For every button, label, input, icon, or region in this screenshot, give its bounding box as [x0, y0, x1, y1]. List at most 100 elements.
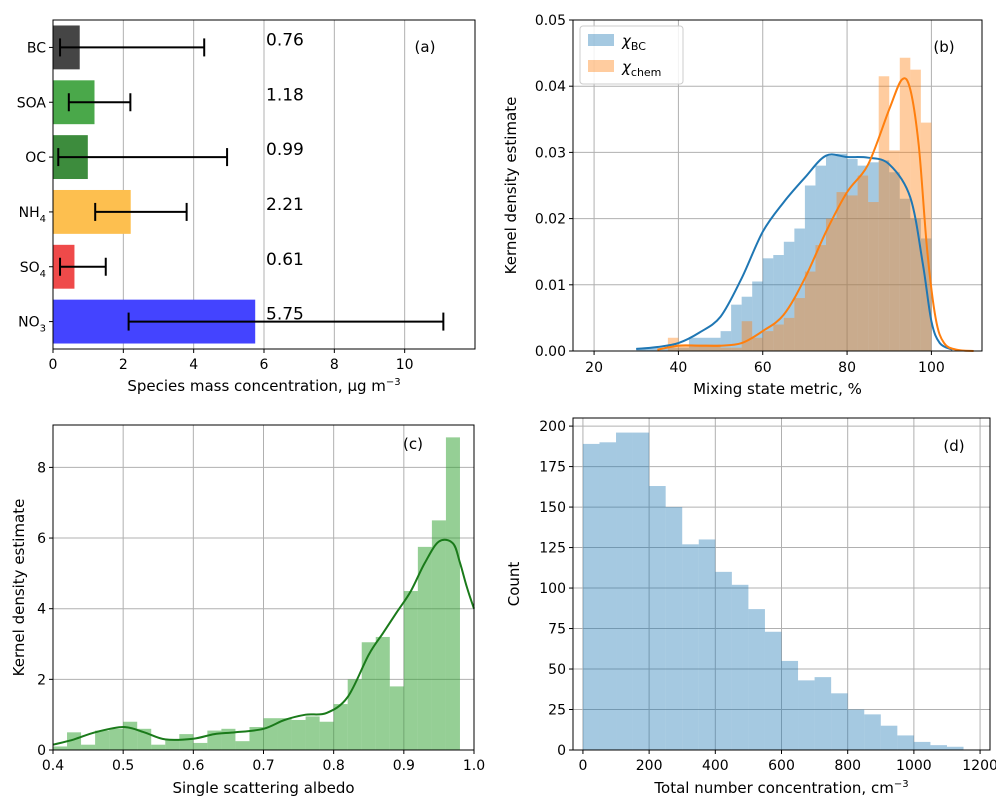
panel-d-xtick-label: 1200	[962, 758, 996, 774]
panel-b-hist-bar-chem	[752, 337, 763, 351]
panel-a-bar-chart: 0.76 BC 1.18 SOA 0.99 OC 2.21 NH4 0.61 SO4 5.75 NO3…	[17, 19, 476, 395]
panel-d-ytick-label: 75	[548, 622, 566, 638]
panel-b-xtick-label: 60	[754, 360, 772, 376]
panel-d-hist-bar	[698, 539, 716, 750]
panel-c-hist-bar	[193, 742, 208, 750]
panel-b-hist-bar-chem	[910, 69, 921, 352]
panel-b-hist-bar-bc	[752, 281, 763, 351]
panel-a-xtick-label: 8	[330, 357, 339, 373]
panel-c-xtick-label: 0.8	[323, 758, 345, 774]
panel-c-ytick-label: 6	[37, 531, 46, 547]
panel-d-ytick-label: 100	[539, 581, 566, 597]
panel-d-hist-bar	[781, 660, 799, 750]
panel-b-hist-bar-chem	[878, 76, 890, 352]
panel-c-xtick-label: 1.0	[463, 758, 485, 774]
panel-b-hist-bar-bc	[920, 238, 932, 351]
panel-a-value-label: 0.99	[266, 140, 304, 160]
panel-c-hist-bar	[221, 728, 236, 750]
panel-d-hist-bar	[864, 714, 881, 750]
panel-a-xtick-label: 10	[396, 357, 414, 373]
panel-b-hist-bar-bc	[889, 172, 900, 351]
panel-b-frame	[572, 19, 983, 352]
panel-c-hist-bar	[375, 636, 390, 750]
panel-c-hist-bar	[123, 721, 138, 750]
panel-c-hist-bar	[179, 734, 194, 750]
panel-a-value-label: 0.61	[266, 250, 304, 270]
panel-c-hist-bar	[151, 744, 166, 750]
panel-b-hist-bar-chem	[847, 195, 858, 351]
panel-b-hist-bar-chem	[731, 347, 742, 351]
panel-b-hist-bar-chem	[720, 347, 732, 351]
panel-d-ytick-label: 125	[539, 541, 566, 557]
panel-b-hist-bar-bc	[773, 255, 784, 351]
panel-b-hist-bar-chem	[688, 344, 700, 351]
panel-a-value-label: 2.21	[266, 195, 304, 215]
panel-a-xlabel: Species mass concentration, µg m−3	[127, 377, 400, 395]
panel-c-hist-bar	[403, 591, 418, 750]
panel-b-hist-bar-bc	[847, 159, 858, 351]
panel-b-hist-bar-bc	[741, 296, 753, 351]
panel-b-hist-bar-bc	[720, 331, 732, 351]
panel-d-hist-bar	[798, 680, 815, 750]
panel-b-xtick-label: 40	[669, 360, 687, 376]
panel-b-hist-bar-bc	[783, 241, 795, 351]
panel-a-category-label: NO3	[18, 315, 46, 335]
panel-d-ytick-label: 25	[548, 703, 566, 719]
panel-b-hist-bar-chem	[773, 324, 784, 351]
panel-a-value-label: 5.75	[266, 305, 304, 325]
panel-d-xtick-label: 200	[636, 758, 663, 774]
panel-b-hist-bar-chem	[868, 202, 879, 351]
panel-b-legend-swatch	[588, 34, 614, 46]
panel-c-ytick-label: 4	[37, 602, 46, 618]
panel-b-hist-bar-chem	[762, 331, 774, 351]
panel-b-hist-bar-chem	[783, 317, 795, 351]
panel-b-ytick-label: 0.04	[535, 79, 566, 95]
panel-c-hist-bar	[263, 718, 278, 750]
panel-b-ytick-label: 0.05	[535, 13, 566, 29]
panel-c-hist-bar	[389, 686, 404, 750]
panel-d-ytick-label: 200	[539, 419, 566, 435]
panel-c-xtick-label: 0.6	[182, 758, 204, 774]
panel-d-xtick-label: 400	[702, 758, 729, 774]
panel-d-hist-bar	[599, 442, 617, 750]
panel-c-xtick-label: 0.4	[42, 758, 64, 774]
panel-c-hist-bar	[81, 744, 96, 750]
panel-c-hist-bar	[53, 746, 68, 750]
panel-b-tag: (b)	[933, 38, 954, 56]
panel-b-hist-bar-bc	[899, 198, 911, 351]
panel-c-hist-bar	[95, 730, 110, 750]
panel-d-hist-bar	[930, 745, 947, 750]
panel-d-hist-bar	[582, 443, 600, 750]
panel-d-tag: (d)	[943, 437, 964, 455]
panel-a-xtick-label: 2	[119, 357, 128, 373]
panel-a-category-label: NH4	[19, 205, 46, 225]
panel-c-ytick-label: 0	[37, 743, 46, 759]
panel-d-xtick-label: 0	[578, 758, 587, 774]
panel-b-hist-bar-bc	[836, 153, 848, 351]
panel-d-xtick-label: 800	[834, 758, 861, 774]
panel-d-hist-bar	[946, 746, 964, 750]
panel-b-hist-bar-bc	[825, 155, 837, 351]
panel-d-hist-bar	[764, 631, 782, 750]
panel-c-albedo-histogram: 0.4 0.5 0.6 0.7 0.8 0.9 1.0 0 2 4 6 8 Single scatter…	[10, 424, 485, 797]
panel-c-hist-bar	[361, 642, 376, 750]
panel-d-hist-bar	[913, 741, 931, 750]
panel-d-hist-bar	[632, 432, 650, 750]
panel-b-hist-bar-chem	[815, 245, 826, 351]
panel-c-kde-line	[52, 538, 475, 746]
panel-c-ytick-label: 2	[37, 672, 46, 688]
panel-b-kde-line-chem	[657, 77, 974, 352]
panel-a-category-label: BC	[27, 40, 46, 56]
panel-d-ytick-label: 175	[539, 460, 566, 476]
panel-d-hist-bar	[715, 571, 732, 750]
panel-c-hist-bar	[347, 679, 362, 750]
panel-d-hist-bar	[731, 584, 749, 750]
panel-b-legend-label: χchem	[621, 58, 661, 79]
panel-b-hist-bar-chem	[804, 271, 816, 351]
panel-c-hist-bar	[165, 739, 180, 750]
panel-b-xtick-label: 20	[585, 360, 603, 376]
panel-c-xtick-label: 0.5	[112, 758, 134, 774]
panel-c-xlabel: Single scattering albedo	[172, 779, 354, 797]
panel-d-hist-bar	[847, 709, 865, 750]
panel-b-hist-bar-bc	[667, 347, 679, 351]
